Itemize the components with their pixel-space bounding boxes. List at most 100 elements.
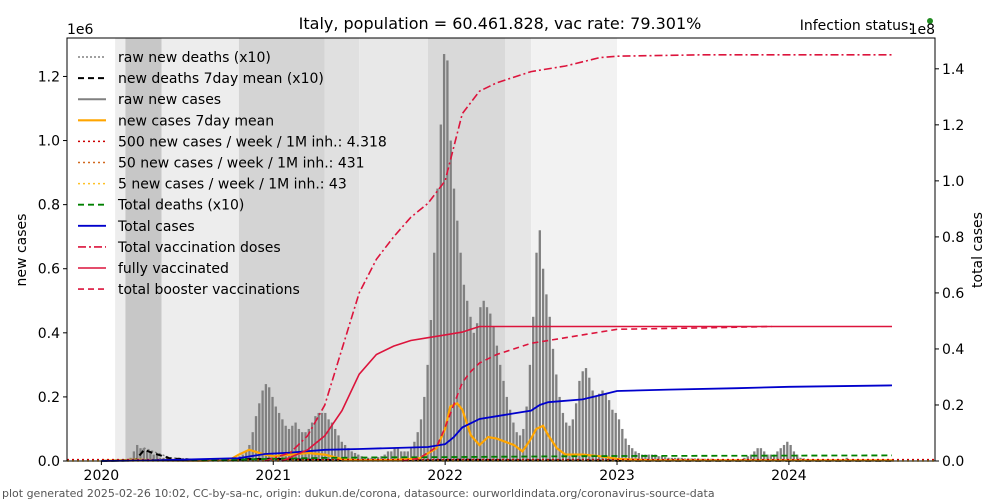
right-axis-label: total cases [970, 212, 986, 288]
case-bar [284, 425, 287, 461]
case-bar [403, 451, 406, 461]
case-bar [654, 454, 657, 461]
case-bar [555, 374, 558, 461]
case-bar [429, 320, 433, 461]
case-bar [469, 316, 472, 461]
case-bar [627, 444, 631, 461]
case-bar [581, 371, 584, 461]
case-bar [512, 422, 515, 461]
shade-band-3 [238, 38, 325, 461]
left-tick-label: 0.0 [38, 454, 60, 470]
case-bar [650, 454, 654, 461]
case-bar [499, 364, 502, 461]
case-bar [136, 444, 139, 461]
shade-band-7 [505, 38, 532, 461]
case-bar [617, 419, 621, 461]
case-bar [472, 332, 475, 461]
case-bar [452, 188, 456, 461]
case-bar [786, 441, 789, 461]
case-bar [456, 220, 459, 461]
legend-label: Total vaccination doses [117, 240, 281, 256]
case-bar [261, 390, 264, 461]
legend: raw new deaths (x10) new deaths 7day mean… [78, 50, 387, 298]
case-bar [502, 380, 505, 461]
case-bar [598, 393, 601, 461]
case-bar [528, 364, 532, 461]
right-tick-label: 1.2 [942, 118, 964, 134]
case-bar [749, 454, 753, 461]
legend-label: total booster vaccinations [118, 282, 300, 298]
case-bar [565, 422, 568, 461]
case-bar [324, 412, 327, 461]
case-bar [574, 403, 578, 461]
case-bar [591, 390, 594, 461]
case-bar [142, 448, 145, 461]
x-tick-label: 2023 [599, 468, 635, 484]
case-bar [535, 252, 538, 461]
case-bar [489, 313, 492, 461]
case-bar [413, 441, 416, 461]
case-bar [426, 364, 429, 461]
legend-label: new cases 7day mean [118, 113, 274, 129]
case-bar [277, 412, 281, 461]
case-bar [442, 54, 446, 461]
left-tick-label: 0.6 [38, 262, 60, 278]
right-axis-ticks: 0.0 0.2 0.4 0.6 0.8 1.0 1.2 1.4 [935, 62, 964, 470]
case-bar [495, 345, 499, 461]
case-bar [423, 396, 426, 461]
case-bar [314, 416, 317, 461]
case-bar [132, 451, 136, 461]
x-axis-ticks: 2020 2021 2022 2023 2024 [84, 461, 807, 484]
case-bar [479, 307, 482, 461]
case-bar [769, 454, 772, 461]
case-bar [152, 454, 155, 461]
case-bar [320, 412, 324, 461]
infection-status-label: Infection status: [800, 18, 913, 34]
case-bar [568, 425, 571, 461]
case-bar [274, 406, 277, 461]
case-bar [505, 396, 508, 461]
left-axis-label: new cases [14, 214, 30, 287]
case-bar [621, 428, 624, 461]
case-bar [330, 422, 334, 461]
case-bar [532, 316, 535, 461]
case-bar [258, 403, 261, 461]
right-tick-label: 1.4 [942, 62, 964, 78]
case-bar [396, 448, 400, 461]
legend-label: Total deaths (x10) [117, 198, 244, 214]
legend-label: Total cases [117, 219, 195, 235]
raw-cases-bars [129, 54, 848, 461]
case-bar [400, 451, 403, 461]
legend-label: 500 new cases / week / 1M inh.: 4.318 [118, 134, 387, 150]
case-bar [561, 412, 565, 461]
x-tick-label: 2024 [771, 468, 807, 484]
case-bar [588, 377, 591, 461]
case-bar [466, 300, 469, 461]
left-tick-label: 0.8 [38, 198, 60, 214]
footer-note: plot generated 2025-02-26 10:02, CC-by-s… [2, 487, 715, 500]
shade-band-2 [161, 38, 239, 461]
case-bar [317, 412, 320, 461]
case-bar [462, 284, 466, 461]
case-bar [390, 451, 393, 461]
left-tick-label: 0.4 [38, 326, 60, 342]
case-bar [637, 452, 640, 461]
case-bar [350, 451, 353, 461]
series-line-8 [264, 53, 892, 462]
case-bar [508, 409, 512, 461]
case-bar [614, 412, 617, 461]
case-bar [525, 406, 528, 461]
x-tick-label: 2021 [255, 468, 291, 484]
case-bar [287, 428, 291, 461]
case-bar [756, 448, 759, 461]
case-bar [360, 456, 363, 461]
right-tick-label: 0.8 [942, 230, 964, 246]
case-bar [419, 419, 423, 461]
legend-label: 5 new cases / week / 1M inh.: 43 [118, 177, 347, 193]
case-bar [347, 448, 350, 461]
case-bar [578, 380, 581, 461]
case-bar [380, 456, 383, 461]
case-bar [644, 454, 647, 461]
case-bar [541, 268, 545, 461]
series-lines [67, 53, 935, 463]
